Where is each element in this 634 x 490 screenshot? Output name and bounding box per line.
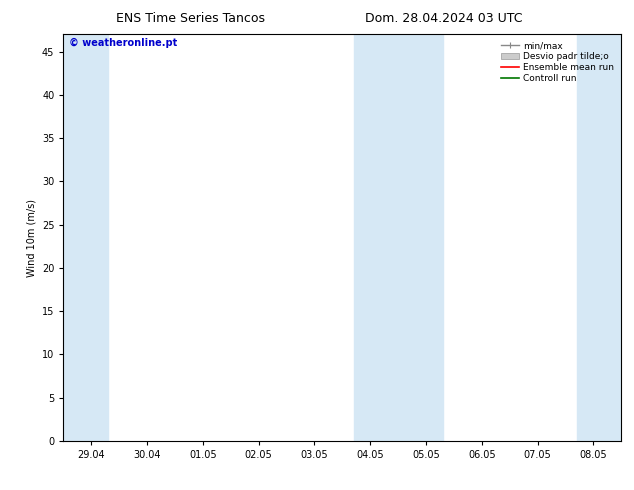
Bar	[354, 34, 443, 441]
Bar	[577, 34, 621, 441]
Bar	[63, 34, 108, 441]
Legend: min/max, Desvio padr tilde;o, Ensemble mean run, Controll run: min/max, Desvio padr tilde;o, Ensemble m…	[498, 39, 617, 86]
Text: © weatheronline.pt: © weatheronline.pt	[69, 38, 178, 49]
Text: Dom. 28.04.2024 03 UTC: Dom. 28.04.2024 03 UTC	[365, 12, 522, 25]
Y-axis label: Wind 10m (m/s): Wind 10m (m/s)	[27, 198, 36, 277]
Text: ENS Time Series Tancos: ENS Time Series Tancos	[115, 12, 265, 25]
